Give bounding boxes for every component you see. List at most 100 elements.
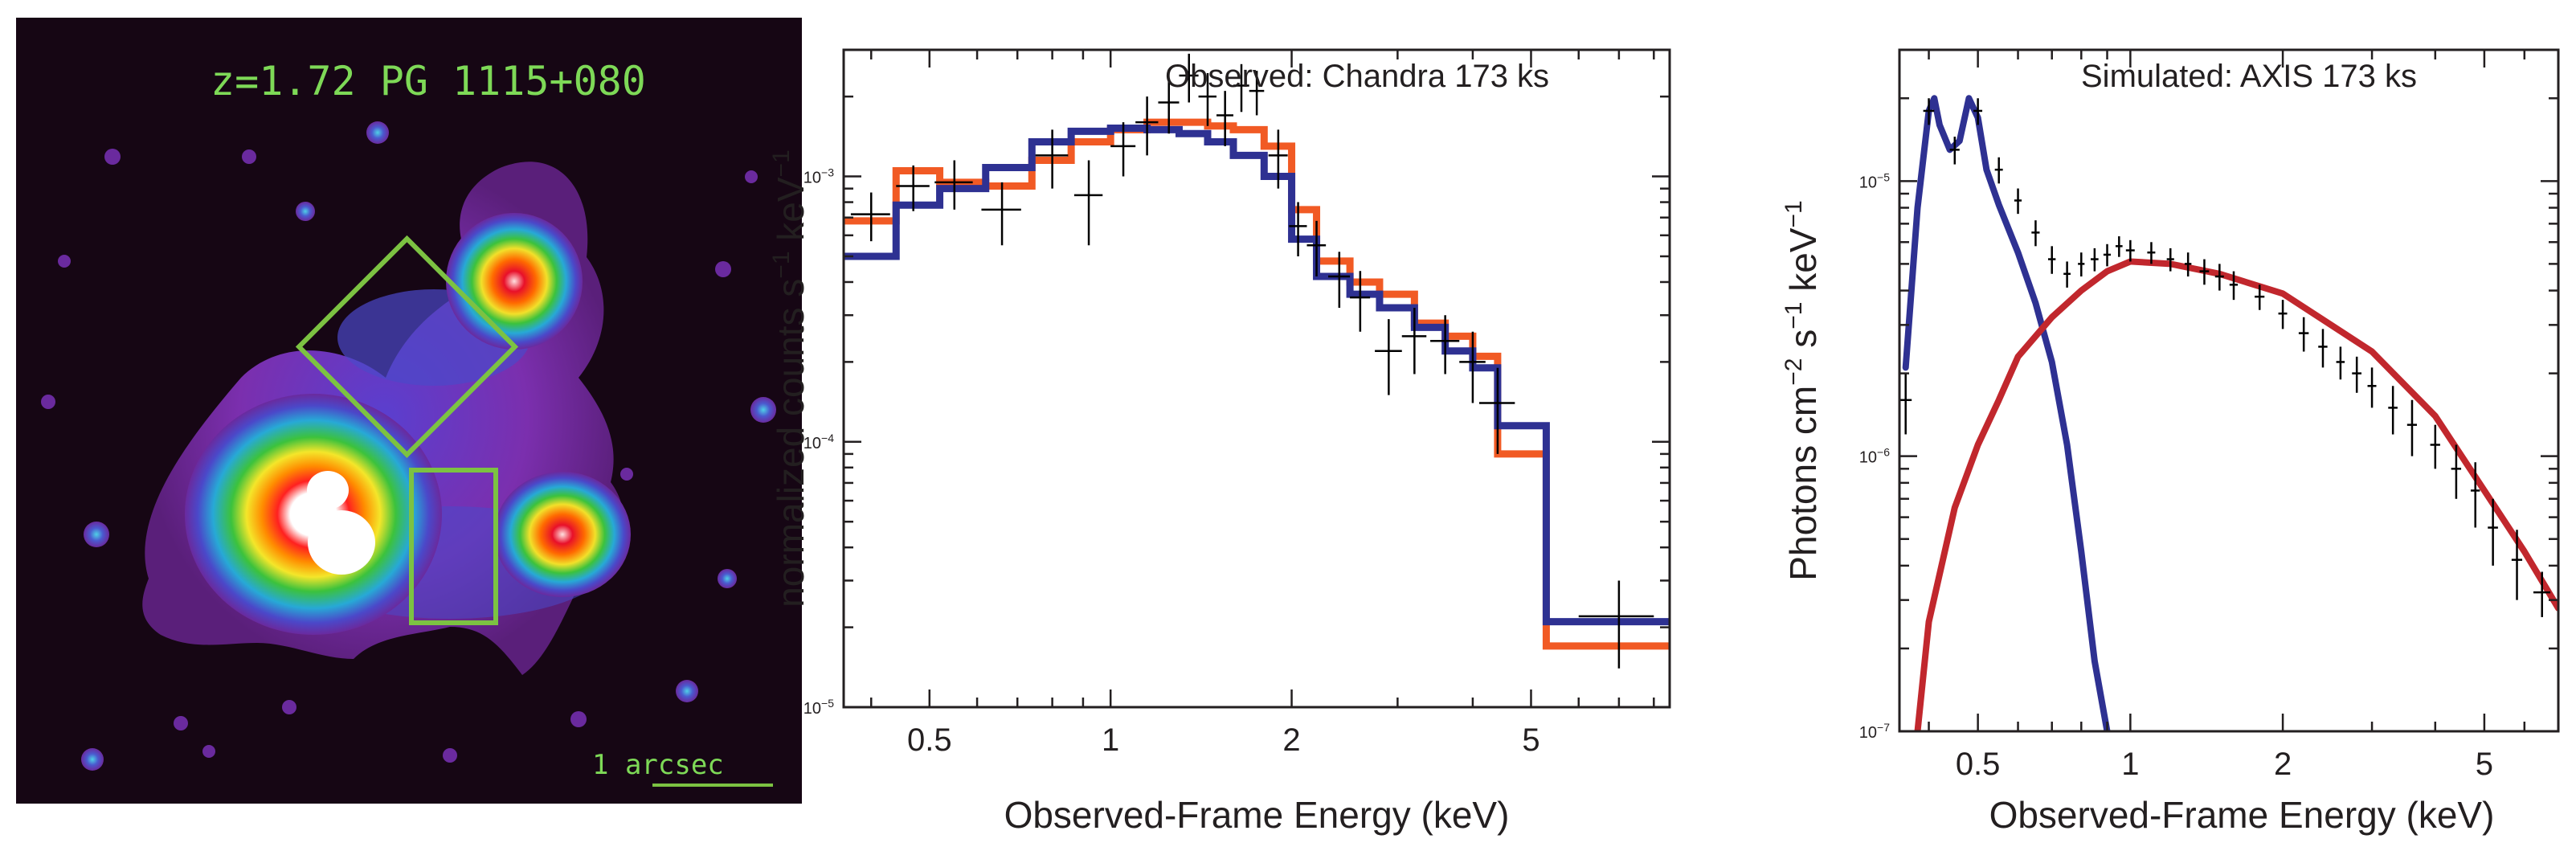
chandra-data-point (1375, 319, 1402, 395)
chandra-data-point (1430, 315, 1460, 374)
chandra-data-point (1306, 220, 1327, 276)
axis-data-point (2278, 300, 2288, 329)
axis-data-point (2147, 242, 2156, 264)
axis-data-point (2229, 271, 2239, 301)
chandra-data-point (1459, 331, 1486, 403)
axis-y-tick-label: 10−6 (1859, 446, 1890, 467)
chandra-data-point (1478, 367, 1515, 454)
axis-data-point (1973, 98, 1983, 125)
axis-data-point (1949, 137, 1960, 165)
axis-plot-frame (1898, 48, 2560, 733)
axis-data-point (2298, 317, 2309, 352)
lensed-image-core (308, 510, 375, 575)
region-box-diamond (295, 235, 519, 459)
chandra-data-point (1198, 73, 1217, 126)
axis-data-point (2031, 220, 2040, 247)
lensed-image-b (446, 213, 583, 350)
lensed-image-a (185, 394, 442, 635)
chandra-axes: 0.5 1 2 5 10−5 10−4 10−3 (803, 48, 1670, 758)
axis-data-point (2352, 356, 2361, 393)
axis-annotation: Simulated: AXIS 173 ks (2081, 59, 2417, 94)
axis-data-point (2255, 284, 2265, 310)
axis-plot-area (1899, 95, 2558, 731)
chandra-y-axis-title: normalized counts s−1 keV−1 (768, 149, 812, 608)
axis-data-point (2388, 386, 2398, 435)
chandra-x-tick-label: 0.5 (907, 722, 952, 758)
chandra-data-point (1233, 63, 1249, 113)
axis-x-tick-label: 0.5 (1956, 747, 2001, 782)
chandra-x-axis-title: Observed-Frame Energy (keV) (1004, 794, 1510, 836)
axis-y-title-main: Photons cm (1782, 386, 1824, 581)
axis-data-point (2078, 252, 2085, 277)
axis-data-point (2014, 188, 2022, 215)
axis-data-point (2125, 239, 2135, 262)
axis-data-point (2488, 498, 2498, 566)
chandra-y-title-mid: keV (770, 177, 812, 251)
chandra-data-point (1179, 53, 1199, 103)
axis-data-point (2336, 346, 2345, 380)
axis-data-point (2091, 248, 2099, 272)
chandra-data-point (934, 160, 973, 210)
chandra-y-title-sup2: −1 (768, 149, 795, 177)
lensed-image-c (494, 472, 631, 597)
chandra-y-tick-label: 10−4 (803, 432, 834, 452)
chandra-y-tick-label: 10−5 (803, 697, 834, 718)
chandra-data-point (1249, 71, 1265, 116)
axis-data-point (2103, 243, 2112, 267)
chandra-x-tick-label: 5 (1522, 722, 1539, 758)
chandra-plot-area (844, 53, 1670, 669)
axis-axes: 0.5 1 2 5 10−7 10−6 10−5 (1859, 50, 2560, 782)
chandra-data-point (1135, 96, 1159, 156)
chandra-data-point (1216, 91, 1233, 146)
chandra-data-point (850, 192, 890, 242)
axis-data-point (1923, 98, 1935, 125)
axis-data-point (2451, 444, 2462, 499)
axis-y-title-mid: s (1782, 329, 1824, 358)
chandra-y-title-sup1: −1 (768, 251, 795, 278)
chandra-annotation: Observed: Chandra 173 ks (1165, 59, 1549, 94)
chandra-data-point (1327, 252, 1351, 308)
chandra-y-tick-label: 10−3 (803, 166, 834, 187)
chandra-data-point (1578, 580, 1654, 669)
axis-data-point (2533, 571, 2551, 617)
axis-y-title-sup2: −1 (1781, 302, 1807, 329)
axis-y-title-end: keV (1782, 227, 1824, 301)
axis-spectrum-chart: 0.5 1 2 5 10−7 10−6 10−5 Simulated: AXIS 173 k… (1781, 48, 2560, 836)
axis-data-point (2199, 259, 2210, 285)
axis-data-point (1899, 373, 1912, 435)
axis-x-tick-label: 5 (2476, 747, 2493, 782)
axis-data-point (2511, 530, 2523, 600)
axis-data-point (2406, 399, 2417, 456)
chandra-series-model-orange (844, 118, 1670, 650)
chandra-data-point (1073, 160, 1103, 246)
chandra-y-title-main: normalized counts s (770, 279, 812, 608)
chandra-x-tick-label: 2 (1282, 722, 1300, 758)
axis-series-soft-component (1902, 95, 2111, 731)
xray-image-panel: z=1.72 PG 1115+080 1 arcsec (16, 18, 802, 804)
axis-data-point (2115, 236, 2123, 257)
lensed-image-core-2 (307, 471, 349, 509)
axis-x-tick-label: 2 (2274, 747, 2292, 782)
axis-x-axis-title: Observed-Frame Energy (keV) (1989, 794, 2495, 836)
axis-data-point (2470, 462, 2480, 528)
axis-x-tick-label: 1 (2121, 747, 2139, 782)
chandra-data-point (1289, 202, 1307, 256)
chandra-data-point (1350, 271, 1371, 332)
axis-y-title-sup3: −1 (1781, 200, 1807, 227)
axis-data-point (2166, 248, 2174, 272)
axis-data-point (2318, 329, 2328, 368)
chandra-data-point (1158, 78, 1180, 134)
chandra-data-point (1401, 307, 1427, 374)
axis-y-axis-title: Photons cm−2 s−1 keV−1 (1781, 200, 1824, 580)
axis-data-point (2047, 246, 2056, 274)
chandra-data-point (1268, 129, 1288, 189)
chandra-data-point (981, 182, 1021, 246)
axis-data-point (2184, 252, 2192, 277)
chandra-spectrum-chart: 0.5 1 2 5 10−5 10−4 10−3 Observed: Chandra 173… (768, 48, 1671, 836)
axis-data-point (2214, 264, 2224, 291)
region-box-rect (409, 468, 498, 625)
axis-data-point (2063, 261, 2071, 288)
axis-data-point (2367, 367, 2377, 408)
object-label: z=1.72 PG 1115+080 (211, 58, 646, 104)
